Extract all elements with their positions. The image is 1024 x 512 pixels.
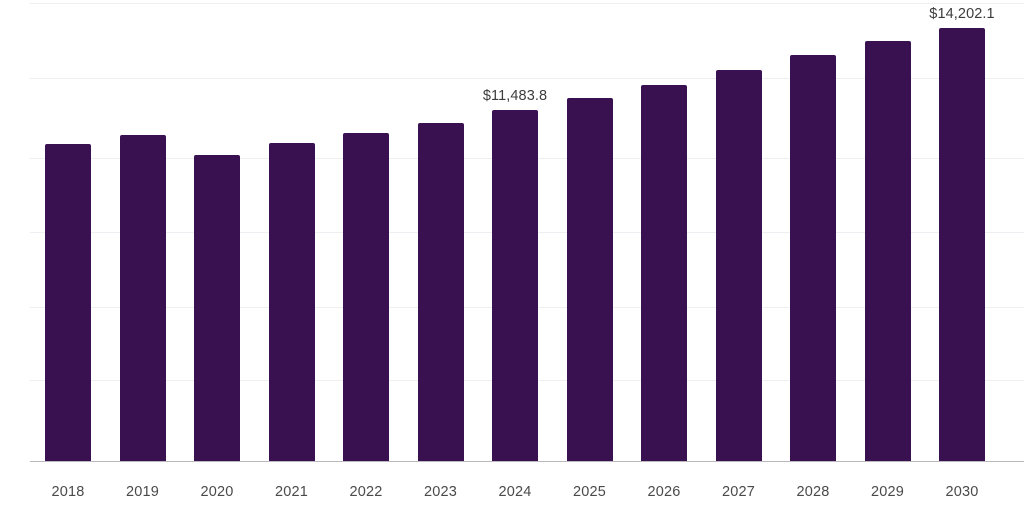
bar-2030[interactable]: $14,202.1 xyxy=(929,6,995,461)
x-tick-label-2018: 2018 xyxy=(51,484,85,500)
bar-2026[interactable] xyxy=(641,85,687,461)
bar-2027[interactable] xyxy=(715,70,762,461)
bar-rect-2022[interactable] xyxy=(343,133,389,461)
bar-rect-2023[interactable] xyxy=(417,123,464,461)
x-tick-label-2023: 2023 xyxy=(423,484,458,500)
gridline xyxy=(30,78,1024,79)
x-tick-label-2029: 2029 xyxy=(870,484,905,500)
bar-rect-2021[interactable] xyxy=(268,143,315,461)
bar-rect-2020[interactable] xyxy=(194,155,240,461)
bar-rect-2018[interactable] xyxy=(45,144,91,461)
bar-2023[interactable] xyxy=(417,123,464,461)
bar-2018[interactable] xyxy=(45,144,91,461)
bar-rect-2029[interactable] xyxy=(864,41,911,461)
bar-2022[interactable] xyxy=(343,133,389,461)
bar-rect-2026[interactable] xyxy=(641,85,687,461)
bar-rect-2027[interactable] xyxy=(715,70,762,461)
x-tick-label-2021: 2021 xyxy=(274,484,309,500)
bars-layer: $11,483.8 $14,202.1 xyxy=(45,6,995,461)
bar-rect-2024[interactable] xyxy=(492,110,538,461)
bar-2020[interactable] xyxy=(194,155,240,461)
bar-value-label-2024: $11,483.8 xyxy=(482,88,548,104)
bar-2024[interactable]: $11,483.8 xyxy=(483,88,547,461)
bar-2028[interactable] xyxy=(790,55,836,461)
bar-value-label-2030: $14,202.1 xyxy=(929,6,995,22)
x-tick-label-2027: 2027 xyxy=(721,484,756,500)
x-axis-line xyxy=(30,461,1024,462)
x-tick-label-2024: 2024 xyxy=(498,484,532,500)
bar-rect-2019[interactable] xyxy=(119,135,166,461)
plot-area: $11,483.8 $14,202.1 xyxy=(30,3,1024,462)
x-tick-label-2020: 2020 xyxy=(200,484,234,500)
x-tick-label-2022: 2022 xyxy=(349,484,383,500)
x-axis-tick-labels: 2018 2019 2020 2021 2022 2023 2024 2025 2026 2027… xyxy=(0,462,1024,512)
bar-2019[interactable] xyxy=(119,135,166,461)
x-tick-label-2030: 2030 xyxy=(945,484,979,500)
x-tick-label-2028: 2028 xyxy=(796,484,830,500)
bar-2029[interactable] xyxy=(864,41,911,461)
bar-2021[interactable] xyxy=(268,143,315,461)
bar-rect-2030[interactable] xyxy=(939,28,985,461)
x-tick-label-2019: 2019 xyxy=(125,484,160,500)
bar-2025[interactable] xyxy=(566,98,613,461)
x-tick-label-2026: 2026 xyxy=(647,484,681,500)
bar-rect-2025[interactable] xyxy=(566,98,613,461)
gridline xyxy=(30,3,1024,4)
bar-rect-2028[interactable] xyxy=(790,55,836,461)
x-tick-label-2025: 2025 xyxy=(572,484,607,500)
